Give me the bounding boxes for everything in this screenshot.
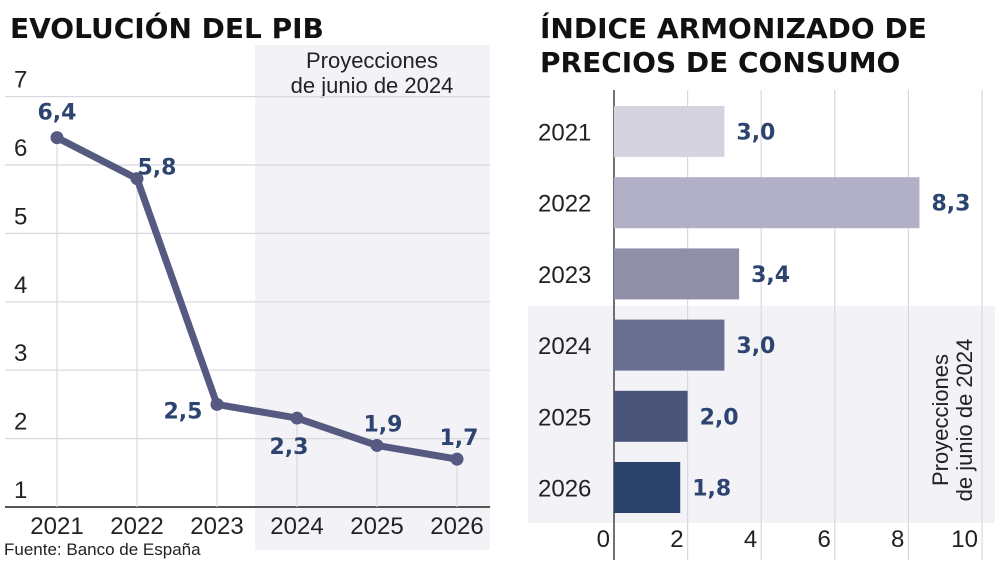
bar xyxy=(614,248,740,300)
x-tick-label: 2026 xyxy=(430,513,483,540)
projection-label-line2: de junio de 2024 xyxy=(291,73,454,98)
x-tick-label: 6 xyxy=(817,526,830,553)
source-note: Fuente: Banco de España xyxy=(4,540,201,559)
data-label: 3,0 xyxy=(736,334,775,359)
projection-label-line1: Proyecciones xyxy=(306,48,438,73)
data-label: 8,3 xyxy=(931,192,970,217)
data-point xyxy=(50,131,64,145)
y-tick-label: 2021 xyxy=(538,120,591,147)
projection-label-line2: de junio de 2024 xyxy=(952,339,977,502)
x-tick-label: 2023 xyxy=(190,513,243,540)
y-tick-label: 4 xyxy=(14,272,27,299)
x-tick-label: 8 xyxy=(891,526,904,553)
y-tick-label: 2022 xyxy=(538,191,591,218)
x-tick-label: 2025 xyxy=(350,513,403,540)
y-tick-label: 2025 xyxy=(538,404,591,431)
projection-label-line1: Proyecciones xyxy=(928,354,953,486)
chart-title: EVOLUCIÓN DEL PIB xyxy=(10,11,324,45)
y-tick-label: 6 xyxy=(14,135,27,162)
hicp-bar-chart: ÍNDICE ARMONIZADO DE PRECIOS DE CONSUMO … xyxy=(528,11,995,560)
x-tick-label: 0 xyxy=(597,526,610,553)
x-tick-label: 10 xyxy=(951,526,978,553)
data-point xyxy=(290,411,304,425)
bar xyxy=(614,177,920,229)
data-label: 2,0 xyxy=(700,405,739,430)
y-tick-label: 5 xyxy=(14,203,27,230)
data-label: 6,4 xyxy=(38,101,77,126)
data-label: 1,7 xyxy=(440,426,479,451)
chart-title-line2: PRECIOS DE CONSUMO xyxy=(540,46,900,79)
x-tick-label: 2024 xyxy=(270,513,323,540)
y-tick-label: 7 xyxy=(14,67,27,94)
y-tick-label: 2 xyxy=(14,409,27,436)
bar xyxy=(614,462,681,513)
chart-title-line1: ÍNDICE ARMONIZADO DE xyxy=(540,11,927,45)
bar xyxy=(614,319,725,371)
bar xyxy=(614,106,725,157)
data-point xyxy=(130,172,144,186)
data-point xyxy=(450,452,464,466)
x-tick-label: 2022 xyxy=(110,513,163,540)
projection-shade xyxy=(255,45,490,550)
bar xyxy=(614,390,688,442)
y-tick-label: 2024 xyxy=(538,333,591,360)
data-label: 2,3 xyxy=(270,435,309,460)
data-label: 3,0 xyxy=(736,121,775,146)
series-line xyxy=(55,134,458,463)
data-label: 3,4 xyxy=(751,263,790,288)
y-tick-label: 1 xyxy=(14,477,27,504)
data-point xyxy=(370,438,384,452)
y-tick-label: 3 xyxy=(14,340,27,367)
gdp-line-chart: EVOLUCIÓN DEL PIB Proyecciones de junio … xyxy=(4,11,490,559)
data-point xyxy=(210,397,224,411)
x-tick-label: 4 xyxy=(744,526,757,553)
x-tick-label: 2021 xyxy=(30,513,83,540)
data-label: 2,5 xyxy=(164,399,203,424)
y-tick-label: 2023 xyxy=(538,262,591,289)
data-label: 1,8 xyxy=(692,477,731,502)
y-tick-label: 2026 xyxy=(538,476,591,503)
data-label: 1,9 xyxy=(364,412,403,437)
x-tick-label: 2 xyxy=(670,526,683,553)
data-label: 5,8 xyxy=(138,156,177,181)
